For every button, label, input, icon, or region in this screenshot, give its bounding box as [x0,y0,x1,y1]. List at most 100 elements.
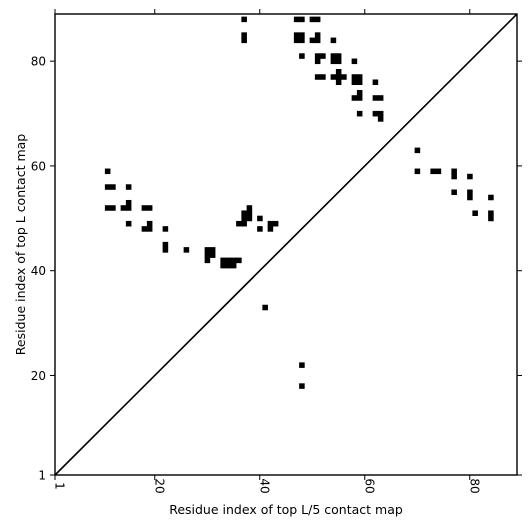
contact-point [488,215,494,222]
contact-point [110,205,116,211]
contact-point [162,247,169,253]
contact-point [467,194,473,201]
contact-point [120,205,127,211]
contact-point [341,74,347,80]
contact-point [377,110,384,117]
y-tick-label: 20 [31,369,46,383]
contact-point [241,210,247,216]
contact-point [104,184,111,190]
y-tick-label: 40 [31,264,46,278]
contact-point [220,262,226,269]
contact-point [299,16,305,23]
contact-point [356,95,363,101]
contact-point [110,184,116,190]
contact-point [314,53,321,59]
contact-point [377,95,384,101]
contact-point [451,173,457,180]
contact-point [267,226,274,232]
contact-point [272,220,279,227]
contact-point [236,220,242,227]
contact-point [257,226,263,232]
contact-point [330,37,337,44]
contact-point [309,37,316,44]
contact-point [162,226,169,232]
contact-point [204,252,211,258]
contact-point [430,168,436,175]
contact-point [299,383,305,389]
contact-point [330,53,337,59]
contact-point [467,189,473,196]
contact-point [141,205,148,211]
y-tick-label: 1 [38,469,46,483]
contact-point [414,168,421,175]
contact-point [230,257,237,264]
contact-point [299,32,305,38]
contact-point [146,226,153,232]
contact-point [204,247,211,253]
contact-point [246,210,253,216]
contact-point [299,37,305,44]
contact-point [299,362,305,368]
contact-point [104,205,111,211]
x-tick-label: 80 [467,478,481,493]
contact-point [209,252,216,258]
contact-point [230,262,237,269]
contact-point [209,247,216,253]
contact-point [236,257,242,264]
contact-point [104,168,111,175]
contact-point [372,79,379,86]
contact-point [314,16,321,23]
contact-point [293,32,300,38]
contact-point [351,74,358,80]
contact-point [162,241,169,248]
contact-point [309,16,316,23]
y-axis-label: Residue index of top L contact map [13,134,28,355]
contact-point [183,247,190,253]
contact-point [451,189,457,196]
plot-area-frame [54,13,518,476]
contact-point [335,69,342,75]
contact-point [314,32,321,38]
contact-point [472,210,478,216]
contact-point [293,37,300,44]
contact-point [320,53,326,59]
contact-point [330,58,337,65]
contact-point [435,168,442,175]
contact-point [225,262,232,269]
contact-point [146,205,153,211]
contact-point [125,205,132,211]
contact-point [351,79,358,86]
contact-point [320,74,326,80]
contact-points [104,16,494,389]
contact-point [125,220,132,227]
contact-point [141,226,148,232]
contact-point [335,79,342,86]
contact-point [356,74,363,80]
contact-point [293,16,300,23]
contact-point [314,37,321,44]
contact-point [204,257,211,264]
contact-point [414,147,421,154]
axis-ticks: 1 20 40 60 80 1 20 40 60 80 [31,9,522,494]
x-tick-label: 40 [257,478,271,493]
contact-point [146,220,153,227]
contact-point [467,173,473,180]
contact-point [241,16,247,23]
x-tick-label: 20 [152,478,166,493]
contact-point [356,89,363,96]
x-axis-label: Residue index of top L/5 contact map [169,502,403,517]
contact-point [488,210,494,216]
contact-point [356,110,363,117]
contact-point [451,168,457,175]
y-tick-label: 80 [31,55,46,69]
x-tick-label: 60 [362,478,376,493]
contact-point [356,79,363,86]
contact-point [335,53,342,59]
contact-point [314,74,321,80]
diagonal-line [54,13,518,476]
contact-point [372,95,379,101]
contact-point [335,58,342,65]
contact-point [262,304,268,311]
contact-point [351,95,358,101]
